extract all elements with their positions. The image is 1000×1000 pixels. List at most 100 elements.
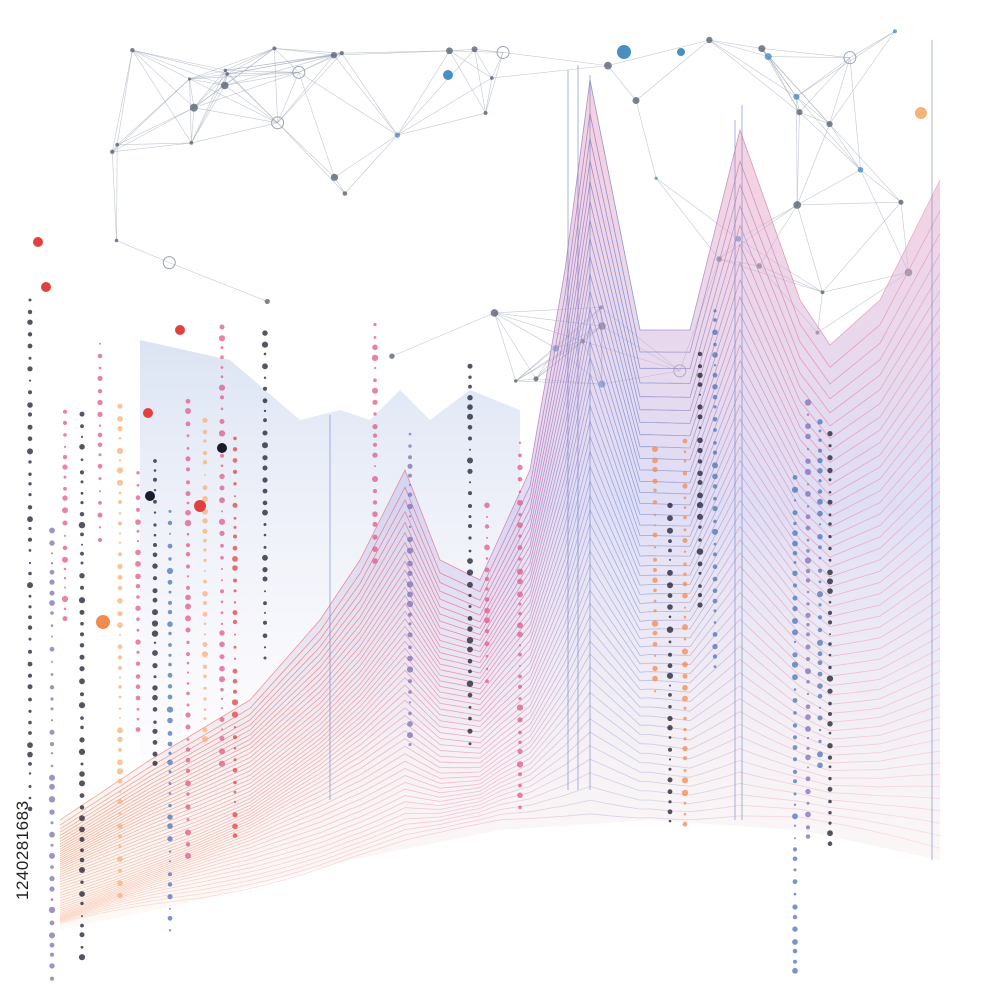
- dot: [220, 611, 224, 615]
- network-edge: [117, 142, 192, 146]
- network-edge: [449, 50, 492, 79]
- network-node: [115, 142, 120, 147]
- dot: [116, 467, 124, 474]
- dot: [220, 453, 224, 458]
- wave-line: [59, 772, 941, 921]
- dot: [408, 473, 412, 478]
- dot: [667, 569, 673, 576]
- dot: [805, 668, 811, 675]
- dot: [50, 898, 54, 901]
- network-node: [114, 238, 119, 243]
- dot: [153, 675, 157, 679]
- dot: [805, 726, 811, 732]
- dot: [485, 557, 489, 560]
- dot: [152, 728, 158, 734]
- wave-line: [59, 666, 941, 912]
- network-edge: [191, 85, 226, 144]
- dot: [118, 790, 122, 794]
- dot: [683, 801, 687, 805]
- dot: [98, 366, 102, 370]
- dot: [683, 637, 687, 641]
- dot: [696, 502, 704, 509]
- network-edge: [860, 169, 909, 273]
- wave-line: [59, 653, 941, 911]
- dot: [135, 584, 141, 589]
- network-edge: [709, 39, 762, 49]
- dot: [682, 661, 688, 668]
- image-id: 1240281683: [13, 800, 32, 900]
- dot: [466, 680, 474, 687]
- dot: [697, 447, 703, 454]
- dot: [220, 355, 224, 360]
- dot: [263, 646, 267, 649]
- dot: [793, 499, 797, 502]
- dot: [518, 490, 522, 494]
- dot: [468, 669, 472, 674]
- dot: [202, 518, 208, 524]
- wave-line: [59, 220, 941, 842]
- dot: [79, 793, 85, 798]
- dot: [79, 654, 85, 660]
- dot: [80, 725, 84, 730]
- dot: [118, 685, 122, 689]
- dot: [232, 545, 238, 551]
- dot: [153, 543, 157, 547]
- dot: [668, 758, 672, 761]
- network-node: [915, 107, 927, 119]
- network-edge: [224, 85, 278, 124]
- dot: [203, 548, 207, 552]
- dot: [202, 611, 208, 617]
- network-edge: [796, 30, 896, 98]
- dot: [806, 746, 810, 751]
- dot: [792, 530, 798, 536]
- dot: [712, 632, 718, 637]
- dot: [697, 437, 703, 444]
- dot: [204, 473, 206, 476]
- dot: [697, 414, 703, 420]
- dot: [263, 376, 267, 379]
- dot: [468, 524, 472, 528]
- dot: [232, 812, 238, 818]
- dot: [805, 612, 811, 618]
- dot: [712, 352, 718, 358]
- dot: [118, 707, 122, 710]
- dot: [232, 823, 238, 830]
- accent-dot: [96, 615, 110, 629]
- dot: [219, 530, 225, 537]
- dot: [826, 675, 834, 682]
- network-node: [796, 109, 803, 116]
- dot: [167, 915, 173, 921]
- dot: [117, 823, 123, 829]
- dot: [793, 561, 797, 564]
- dot: [233, 525, 237, 529]
- wave-line: [59, 494, 941, 880]
- dot: [408, 444, 412, 448]
- dot: [62, 454, 68, 460]
- dot: [167, 621, 173, 627]
- dot: [218, 760, 226, 767]
- network-edge: [116, 144, 118, 241]
- dot: [186, 501, 190, 505]
- network-node: [617, 45, 631, 59]
- network-edge: [169, 262, 268, 302]
- dot: [712, 450, 718, 455]
- network-node: [330, 173, 339, 181]
- dot: [263, 620, 267, 625]
- dot: [50, 673, 54, 676]
- dot: [408, 701, 412, 704]
- network-edge: [797, 169, 861, 206]
- dot: [167, 694, 173, 700]
- dot: [203, 622, 207, 626]
- dot: [153, 720, 157, 724]
- dot: [666, 672, 674, 679]
- dot: [468, 716, 472, 721]
- dot: [262, 477, 268, 483]
- network-edge: [474, 48, 504, 53]
- dot: [697, 382, 703, 387]
- network-edge: [391, 312, 495, 357]
- dot: [408, 525, 412, 529]
- network-node: [489, 76, 494, 80]
- dot: [232, 469, 238, 474]
- dot: [683, 496, 687, 500]
- dot: [698, 538, 702, 542]
